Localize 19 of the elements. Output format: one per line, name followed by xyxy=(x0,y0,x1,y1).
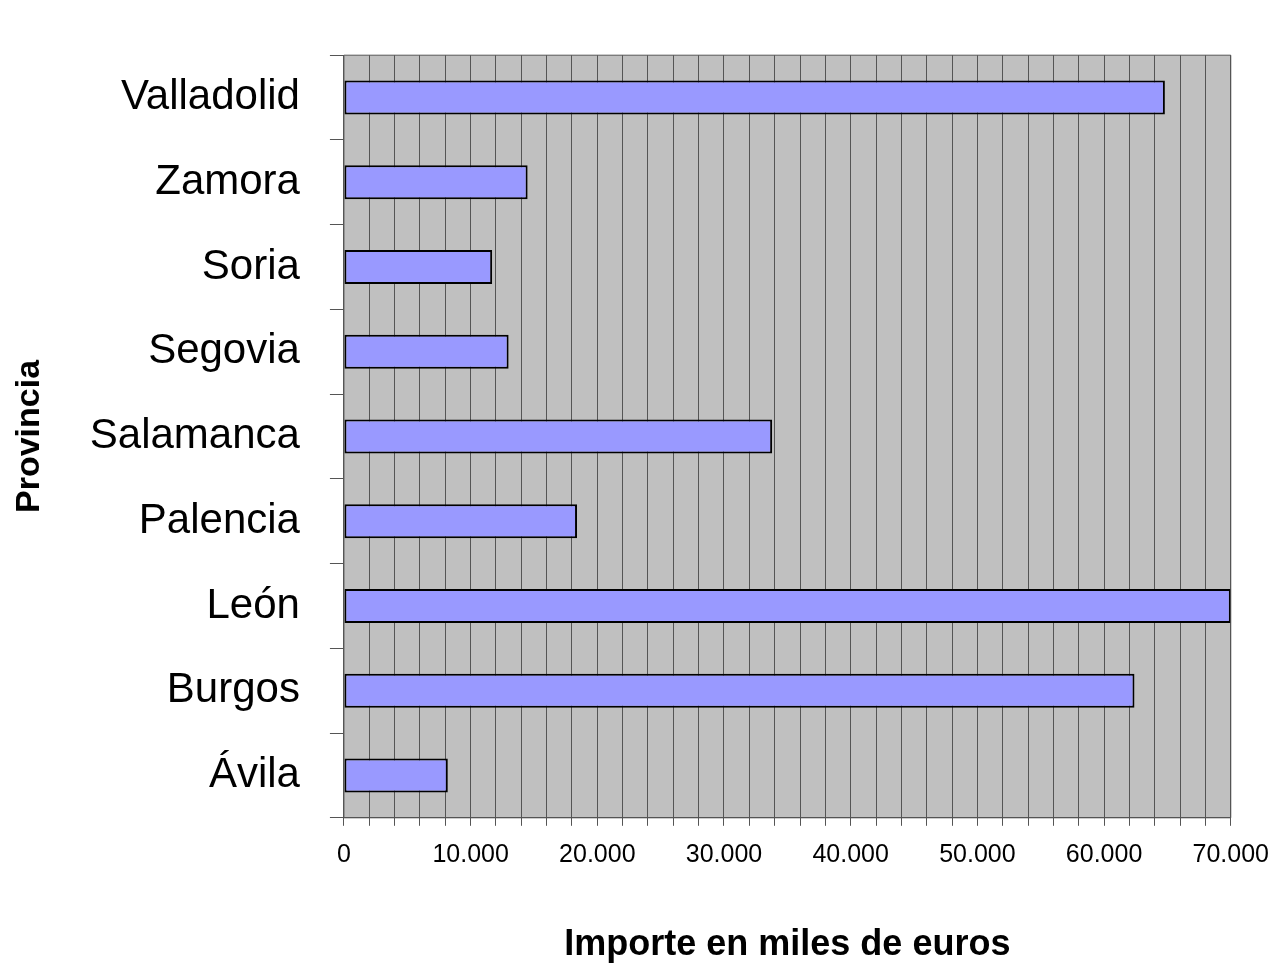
x-tick-label: 10.000 xyxy=(432,838,509,867)
y-tick-label: Salamanca xyxy=(89,410,301,458)
y-tick-label: Ávila xyxy=(208,749,301,797)
x-tick-label: 60.000 xyxy=(1065,838,1143,867)
x-tick-label: 50.000 xyxy=(939,838,1016,867)
x-tick-label: 70.000 xyxy=(1192,838,1269,867)
y-tick-label: Palencia xyxy=(138,494,301,542)
x-tick-label: 30.000 xyxy=(685,838,763,867)
y-tick-label: Segovia xyxy=(148,325,301,373)
y-tick-label: León xyxy=(206,579,300,627)
x-axis-title: Importe en miles de euros xyxy=(564,922,1011,964)
y-axis-title: Provincia xyxy=(7,358,46,514)
y-tick-label: Zamora xyxy=(155,155,301,203)
y-tick-label: Valladolid xyxy=(120,71,300,119)
y-tick-label: Burgos xyxy=(166,664,300,712)
x-tick-label: 40.000 xyxy=(812,838,889,867)
x-tick-label: 20.000 xyxy=(559,838,636,867)
x-tick-label: 0 xyxy=(336,838,351,867)
y-tick-label: Soria xyxy=(201,240,301,288)
